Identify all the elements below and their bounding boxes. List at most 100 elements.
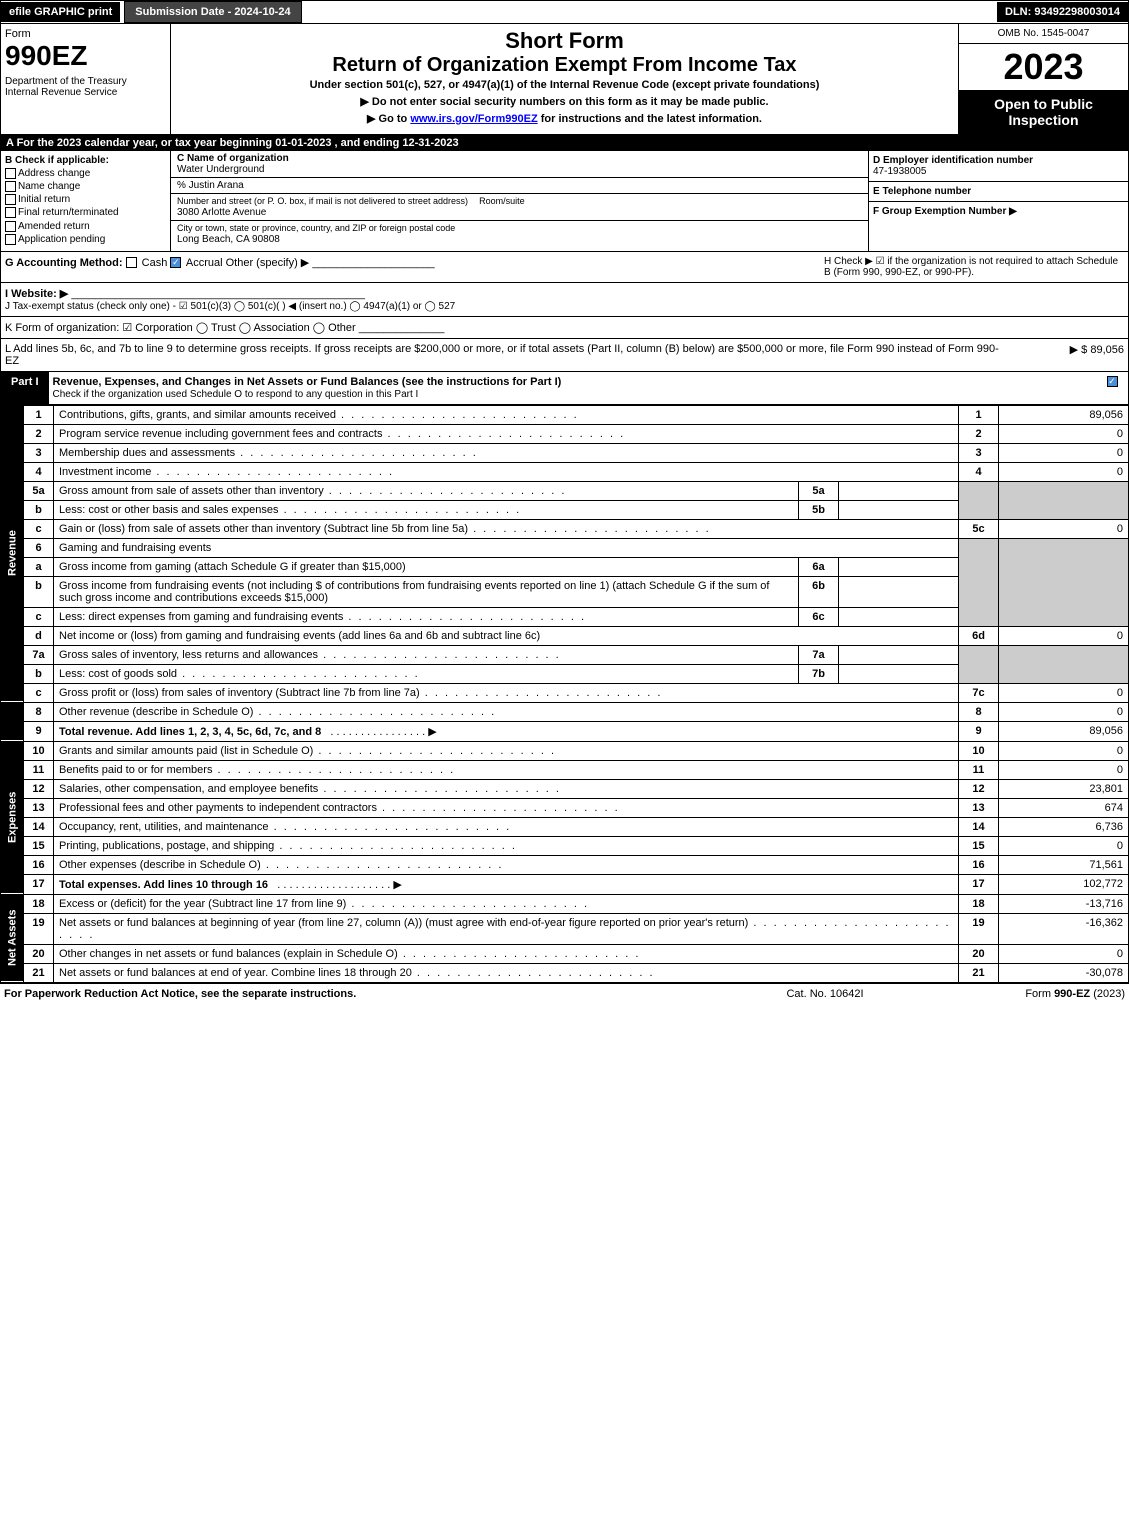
l19-d: Net assets or fund balances at beginning… (54, 913, 959, 944)
l18-r: 18 (959, 894, 999, 913)
l7b-n: b (24, 664, 54, 683)
l6b-mv (839, 576, 959, 607)
l6d-r: 6d (959, 626, 999, 645)
l7c-r: 7c (959, 683, 999, 702)
l21-n: 21 (24, 963, 54, 982)
part-1-desc: Revenue, Expenses, and Changes in Net As… (49, 372, 1098, 404)
c-street-block: Number and street (or P. O. box, if mail… (171, 194, 868, 221)
l10-d: Grants and similar amounts paid (list in… (54, 741, 959, 760)
l15-n: 15 (24, 836, 54, 855)
l6-d: Gaming and fundraising events (54, 538, 959, 557)
l4-r: 4 (959, 462, 999, 481)
l13-v: 674 (999, 798, 1129, 817)
l11-d: Benefits paid to or for members (54, 760, 959, 779)
short-form-title: Short Form (175, 28, 954, 54)
chk-address-change[interactable]: Address change (5, 168, 166, 179)
l12-d: Salaries, other compensation, and employ… (54, 779, 959, 798)
l17-n: 17 (24, 874, 54, 894)
j-tax-exempt: J Tax-exempt status (check only one) - ☑… (5, 301, 455, 312)
shade-7v (999, 645, 1129, 683)
l5a-mv (839, 481, 959, 500)
l8-d: Other revenue (describe in Schedule O) (54, 702, 959, 721)
l6a-n: a (24, 557, 54, 576)
c-name-lbl: C Name of organization (177, 153, 289, 164)
l5b-mv (839, 500, 959, 519)
chk-initial-return[interactable]: Initial return (5, 194, 166, 205)
goto-note: ▶ Go to www.irs.gov/Form990EZ for instru… (175, 112, 954, 125)
l15-r: 15 (959, 836, 999, 855)
l7a-d: Gross sales of inventory, less returns a… (54, 645, 799, 664)
l6c-m: 6c (799, 607, 839, 626)
l17-v: 102,772 (999, 874, 1129, 894)
irs-link[interactable]: www.irs.gov/Form990EZ (410, 113, 537, 125)
footer: For Paperwork Reduction Act Notice, see … (0, 983, 1129, 1004)
l6b-m: 6b (799, 576, 839, 607)
chk-name-change[interactable]: Name change (5, 181, 166, 192)
l19-n: 19 (24, 913, 54, 944)
header-right: OMB No. 1545-0047 2023 Open to Public In… (958, 24, 1128, 134)
l6d-d: Net income or (loss) from gaming and fun… (54, 626, 959, 645)
under-section: Under section 501(c), 527, or 4947(a)(1)… (175, 79, 954, 91)
row-l: L Add lines 5b, 6c, and 7b to line 9 to … (0, 339, 1129, 372)
revenue-cont (1, 702, 24, 741)
c-care: % Justin Arana (171, 178, 868, 194)
l20-r: 20 (959, 944, 999, 963)
submission-date: Submission Date - 2024-10-24 (124, 1, 301, 23)
c-city-block: City or town, state or province, country… (171, 221, 868, 247)
l16-n: 16 (24, 855, 54, 874)
l21-r: 21 (959, 963, 999, 982)
l18-n: 18 (24, 894, 54, 913)
l9-v: 89,056 (999, 721, 1129, 741)
l5b-d: Less: cost or other basis and sales expe… (54, 500, 799, 519)
ssn-note: ▶ Do not enter social security numbers o… (175, 95, 954, 108)
header-left: Form 990EZ Department of the Treasury In… (1, 24, 171, 134)
l16-r: 16 (959, 855, 999, 874)
l12-r: 12 (959, 779, 999, 798)
l18-d: Excess or (deficit) for the year (Subtra… (54, 894, 959, 913)
l11-r: 11 (959, 760, 999, 779)
col-c: C Name of organization Water Underground… (171, 151, 868, 251)
l6b-d: Gross income from fundraising events (no… (54, 576, 799, 607)
l1-v: 89,056 (999, 405, 1129, 424)
chk-cash[interactable] (126, 257, 137, 268)
l7b-mv (839, 664, 959, 683)
l6d-v: 0 (999, 626, 1129, 645)
l2-v: 0 (999, 424, 1129, 443)
l5b-n: b (24, 500, 54, 519)
chk-app-pending[interactable]: Application pending (5, 234, 166, 245)
d-lbl: D Employer identification number (873, 155, 1124, 166)
part-1-check[interactable] (1098, 372, 1128, 404)
l14-r: 14 (959, 817, 999, 836)
l4-v: 0 (999, 462, 1129, 481)
l13-d: Professional fees and other payments to … (54, 798, 959, 817)
l6a-m: 6a (799, 557, 839, 576)
l15-d: Printing, publications, postage, and shi… (54, 836, 959, 855)
l4-n: 4 (24, 462, 54, 481)
tax-year: 2023 (959, 44, 1128, 90)
street-lbl: Number and street (or P. O. box, if mail… (177, 196, 468, 206)
room-lbl: Room/suite (479, 196, 525, 206)
footer-right: Form 990-EZ (2023) (925, 988, 1125, 1000)
city-val: Long Beach, CA 90808 (177, 234, 280, 245)
l15-v: 0 (999, 836, 1129, 855)
shade-7 (959, 645, 999, 683)
form-number: 990EZ (5, 40, 166, 72)
goto-post: for instructions and the latest informat… (538, 113, 762, 125)
l-val: ▶ $ 89,056 (1004, 343, 1124, 367)
l7b-d: Less: cost of goods sold (54, 664, 799, 683)
chk-amended-return[interactable]: Amended return (5, 221, 166, 232)
shade-6v (999, 538, 1129, 626)
chk-accrual[interactable] (170, 257, 181, 268)
l8-n: 8 (24, 702, 54, 721)
open-inspection: Open to Public Inspection (959, 90, 1128, 134)
omb-number: OMB No. 1545-0047 (959, 24, 1128, 44)
efile-label[interactable]: efile GRAPHIC print (1, 2, 120, 22)
shade-6 (959, 538, 999, 626)
d-ein: D Employer identification number 47-1938… (869, 151, 1128, 182)
l10-n: 10 (24, 741, 54, 760)
l17-d: Total expenses. Add lines 10 through 16 … (54, 874, 959, 894)
l6c-d: Less: direct expenses from gaming and fu… (54, 607, 799, 626)
chk-final-return[interactable]: Final return/terminated (5, 207, 166, 218)
l11-v: 0 (999, 760, 1129, 779)
l12-v: 23,801 (999, 779, 1129, 798)
